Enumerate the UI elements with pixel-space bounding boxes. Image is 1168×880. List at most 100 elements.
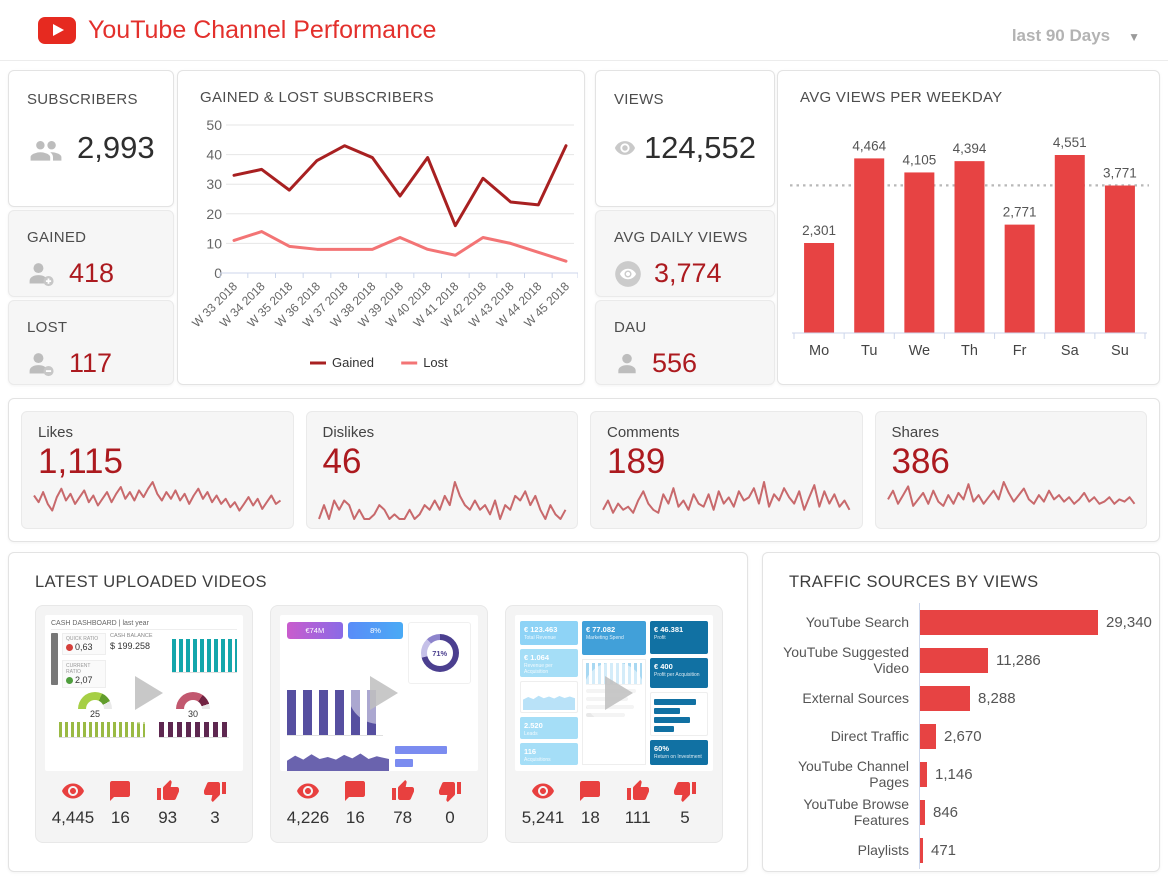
traffic-value: 8,288 (978, 689, 1016, 707)
bar-value-label: 2,301 (802, 223, 836, 238)
comments-label: Comments (607, 424, 680, 441)
traffic-label: YouTube Suggested Video (783, 643, 909, 676)
bar-value-label: 4,464 (852, 138, 886, 153)
lost-label: LOST (27, 319, 68, 336)
traffic-label: Direct Traffic (830, 727, 909, 744)
thumb3-tile5: € 400 Profit per Acquisition (650, 658, 708, 688)
thumb1-purple-bars (159, 722, 229, 738)
video3-likes: 111 (624, 808, 651, 827)
bar-value-label: 4,551 (1053, 135, 1087, 150)
traffic-bar (920, 723, 936, 749)
thumb2-badge2: 8% (347, 622, 404, 639)
thumb1-teal-bars (172, 639, 237, 673)
alert-dot-icon (66, 644, 73, 651)
video1-dislikes: 3 (210, 808, 220, 827)
weekday-label: We (909, 343, 931, 359)
thumbs-up-icon (156, 780, 179, 800)
engagement-panel: Likes 1,115 Dislikes 46 Comments 189 Sha… (8, 398, 1160, 542)
thumb3-tile2: € 77.082 Marketing Spend (582, 621, 646, 655)
video-thumbnail-3: € 123.463 Total Revenue € 1.064 Revenue pe… (515, 615, 713, 771)
people-icon (30, 141, 62, 161)
video-cards-row: CASH DASHBOARD | last year QUICK RATIO 0,… (35, 605, 723, 843)
page-title: YouTube Channel Performance (88, 16, 437, 44)
weekday-label: Su (1111, 343, 1129, 359)
dislikes-value: 46 (322, 442, 362, 481)
thumb3-tile3: € 46.381 Profit (650, 621, 708, 655)
date-range-label: last 90 Days (1011, 26, 1111, 45)
traffic-label: Playlists (857, 841, 909, 858)
sparkline-path (33, 481, 282, 512)
traffic-value: 2,670 (944, 727, 982, 745)
weekday-label: Sa (1061, 343, 1080, 359)
video1-stats: 4,445 16 93 3 (45, 771, 243, 828)
date-range-dropdown[interactable]: last 90 Days ▼ (1012, 26, 1140, 46)
bar-fr (1004, 224, 1035, 333)
traffic-bar-area: 11,286 (919, 641, 1153, 679)
weekday-label: Mo (809, 343, 829, 359)
play-overlay (45, 615, 243, 771)
thumb1-green-bars (59, 722, 145, 738)
likes-card: Likes 1,115 (21, 411, 294, 529)
likes-value: 1,115 (38, 442, 123, 481)
video-card-3[interactable]: € 123.463 Total Revenue € 1.064 Revenue pe… (505, 605, 723, 843)
bar-tu (854, 158, 885, 333)
bar-value-label: 3,771 (1103, 166, 1137, 181)
weekday-label: Fr (1013, 343, 1027, 359)
traffic-bar (920, 761, 927, 787)
eye-circle-icon (615, 260, 641, 287)
series-lost-line (232, 230, 568, 263)
avg-daily-views-label: AVG DAILY VIEWS (614, 229, 748, 246)
views-eye-icon (62, 783, 84, 799)
bar-su (1104, 185, 1135, 333)
video-card-2[interactable]: €74M 8% 71% 4,226 16 78 0 (270, 605, 488, 843)
traffic-label: YouTube Browse Features (803, 795, 909, 828)
thumb1-title: CASH DASHBOARD | last year (51, 620, 237, 630)
traffic-row: YouTube Browse Features 846 (777, 793, 1153, 831)
video-card-1[interactable]: CASH DASHBOARD | last year QUICK RATIO 0,… (35, 605, 253, 843)
traffic-label: External Sources (802, 689, 909, 706)
gained-lost-chart-title: GAINED & LOST SUBSCRIBERS (200, 89, 434, 106)
gained-lost-chart-card: GAINED & LOST SUBSCRIBERS 0 10 20 30 40 50 W 3… (177, 70, 585, 385)
traffic-bar (920, 837, 923, 863)
traffic-sources-panel: TRAFFIC SOURCES BY VIEWS YouTube Search 2… (762, 552, 1160, 872)
lost-value: 117 (69, 348, 113, 378)
shares-value: 386 (891, 442, 950, 481)
thumbs-down-icon (203, 782, 226, 802)
thumb3-spark-tile (520, 681, 578, 713)
dau-label: DAU (614, 319, 647, 336)
video2-likes: 78 (393, 808, 413, 827)
traffic-bar-area: 2,670 (919, 717, 1153, 755)
y-axis-label: 50 (206, 117, 222, 133)
thumb3-tile1: € 123.463 Total Revenue (520, 621, 578, 645)
sparkline-path (886, 481, 1135, 507)
thumb1-balance-value: $ 199.258 (110, 641, 151, 651)
thumbs-up-icon (626, 780, 649, 800)
video3-views: 5,241 (521, 808, 565, 827)
gained-value: 418 (69, 258, 115, 288)
thumb2-donut: 71% (420, 634, 459, 672)
thumb2-badge1: €74M (287, 622, 343, 639)
comments-sparkline (602, 481, 851, 514)
shares-sparkline (886, 481, 1135, 507)
views-value: 124,552 (643, 130, 756, 165)
dislikes-sparkline (317, 481, 566, 520)
thumb1-gauge-purple (176, 692, 210, 709)
person-icon (618, 353, 636, 373)
youtube-logo-icon (38, 17, 76, 44)
thumb1-balance-label: CASH BALANCE (110, 633, 153, 639)
bar-value-label: 2,771 (1003, 205, 1037, 220)
weekday-label: Tu (861, 343, 877, 359)
sparkline-path (317, 481, 566, 520)
dislikes-card: Dislikes 46 (305, 411, 578, 529)
play-icon (370, 676, 398, 710)
subscribers-card: SUBSCRIBERS 2,993 (8, 70, 174, 207)
traffic-row: Playlists 471 (777, 831, 1153, 869)
thumb1-gauge1-value: 25 (89, 709, 100, 719)
play-overlay (515, 615, 713, 771)
traffic-row: YouTube Channel Pages 1,146 (777, 755, 1153, 793)
traffic-row: Direct Traffic 2,670 (777, 717, 1153, 755)
comment-icon (580, 781, 601, 801)
traffic-bar (920, 609, 1098, 635)
